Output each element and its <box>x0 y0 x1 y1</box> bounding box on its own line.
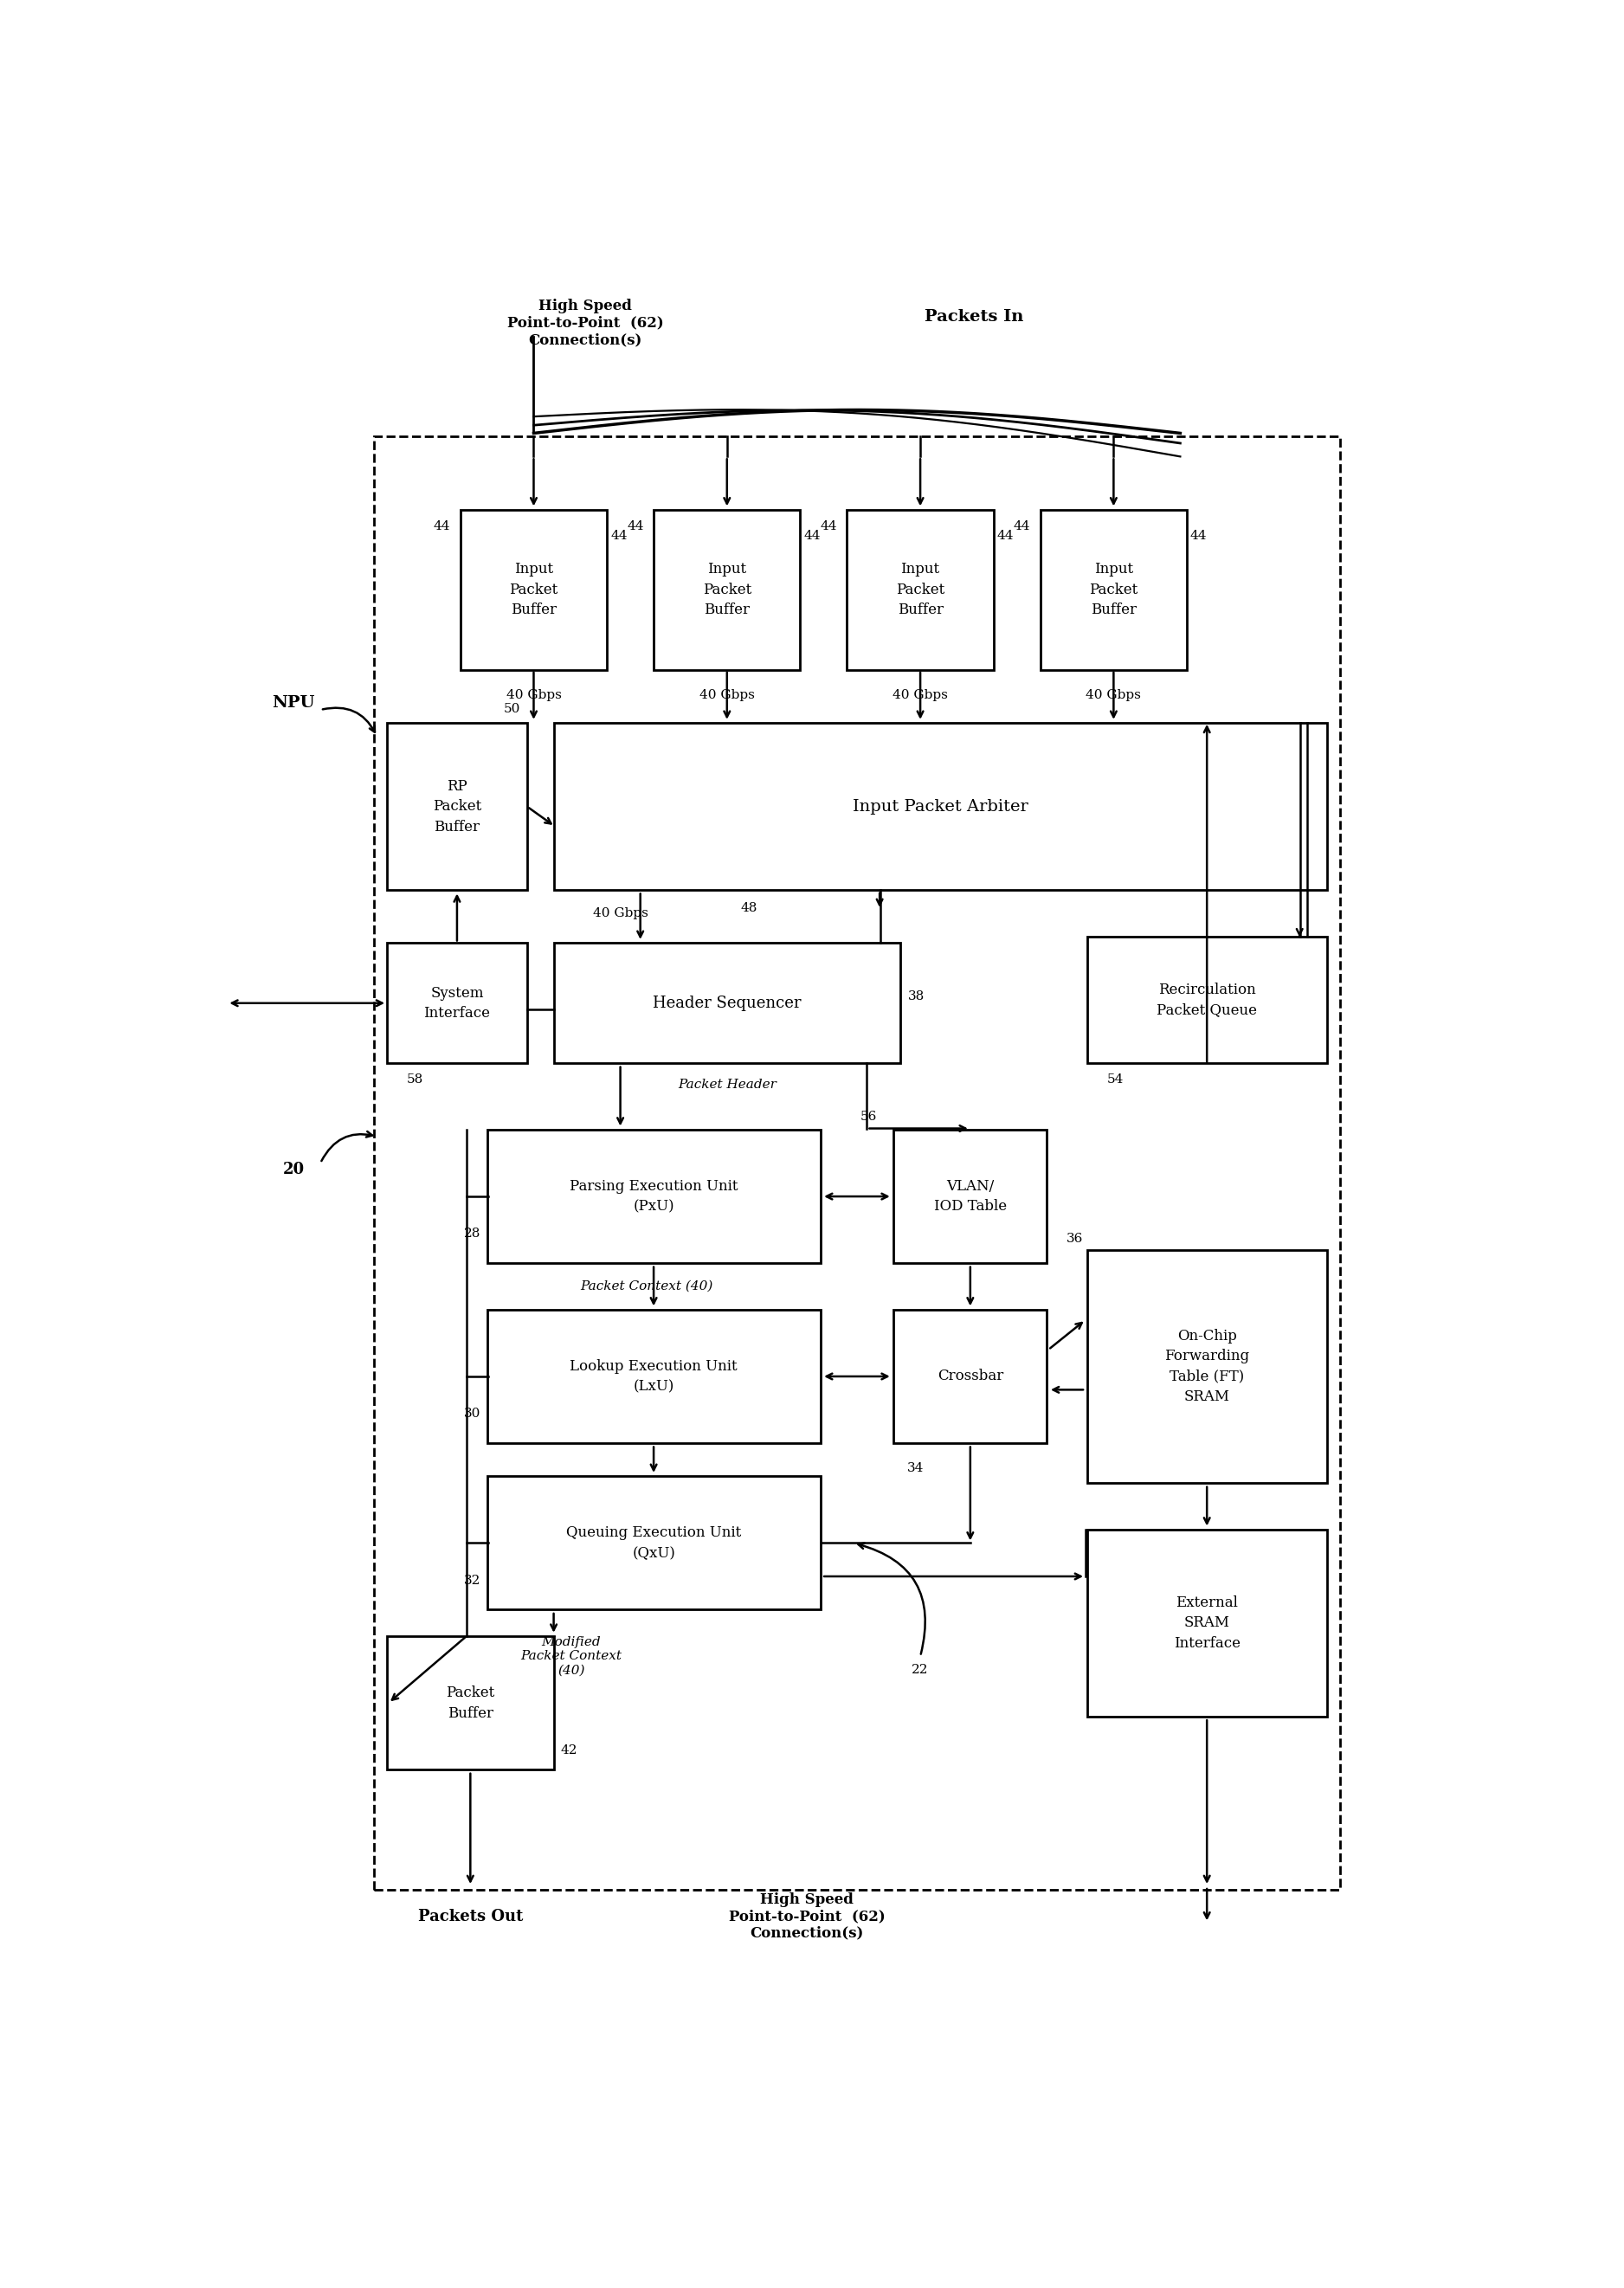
Text: 44: 44 <box>997 531 1013 542</box>
FancyBboxPatch shape <box>1086 1531 1327 1716</box>
FancyBboxPatch shape <box>487 1476 820 1611</box>
Text: VLAN/
IOD Table: VLAN/ IOD Table <box>934 1178 1007 1215</box>
Text: Packets Out: Packets Out <box>417 1908 523 1924</box>
Text: 48: 48 <box>741 901 757 915</box>
Text: Packets In: Packets In <box>924 309 1023 325</box>
FancyBboxPatch shape <box>387 943 528 1064</box>
Text: 44: 44 <box>627 519 643 533</box>
Text: 40 Gbps: 40 Gbps <box>593 906 648 920</box>
Text: Packet Context (40): Packet Context (40) <box>581 1281 713 1293</box>
Text: 58: 58 <box>408 1073 424 1085</box>
Text: Queuing Execution Unit
(QxU): Queuing Execution Unit (QxU) <box>567 1526 741 1560</box>
Text: 30: 30 <box>463 1407 481 1421</box>
FancyBboxPatch shape <box>554 943 900 1064</box>
Text: Input
Packet
Buffer: Input Packet Buffer <box>896 563 945 618</box>
Text: 36: 36 <box>1067 1233 1083 1245</box>
FancyBboxPatch shape <box>460 510 607 670</box>
FancyBboxPatch shape <box>487 1130 820 1263</box>
Text: Crossbar: Crossbar <box>937 1368 1004 1384</box>
Text: 42: 42 <box>560 1743 577 1757</box>
Text: 44: 44 <box>434 519 450 533</box>
Text: Parsing Execution Unit
(PxU): Parsing Execution Unit (PxU) <box>570 1178 737 1215</box>
Text: Recirculation
Packet Queue: Recirculation Packet Queue <box>1156 982 1257 1018</box>
Text: 40 Gbps: 40 Gbps <box>507 689 562 700</box>
Text: 56: 56 <box>861 1112 877 1123</box>
Text: Input
Packet
Buffer: Input Packet Buffer <box>703 563 752 618</box>
Text: 28: 28 <box>463 1229 481 1240</box>
FancyBboxPatch shape <box>387 1636 554 1769</box>
Text: 40 Gbps: 40 Gbps <box>1086 689 1142 700</box>
Text: High Speed
Point-to-Point  (62)
Connection(s): High Speed Point-to-Point (62) Connectio… <box>507 300 664 348</box>
Text: Modified
Packet Context
(40): Modified Packet Context (40) <box>520 1636 622 1677</box>
Text: 38: 38 <box>908 991 926 1002</box>
Text: 44: 44 <box>1013 519 1030 533</box>
Text: 54: 54 <box>1108 1073 1124 1085</box>
Text: Packet
Buffer: Packet Buffer <box>447 1686 495 1721</box>
FancyBboxPatch shape <box>1086 1249 1327 1483</box>
Text: Input
Packet
Buffer: Input Packet Buffer <box>510 563 559 618</box>
Text: 32: 32 <box>463 1574 481 1586</box>
Text: Packet Header: Packet Header <box>677 1078 776 1091</box>
Text: 40 Gbps: 40 Gbps <box>700 689 755 700</box>
Text: 22: 22 <box>911 1663 929 1675</box>
Text: High Speed
Point-to-Point  (62)
Connection(s): High Speed Point-to-Point (62) Connectio… <box>729 1892 885 1940</box>
Text: 44: 44 <box>820 519 836 533</box>
Text: External
SRAM
Interface: External SRAM Interface <box>1174 1595 1241 1650</box>
Text: Input Packet Arbiter: Input Packet Arbiter <box>853 799 1028 815</box>
Text: 44: 44 <box>1190 531 1207 542</box>
FancyBboxPatch shape <box>1086 936 1327 1064</box>
Text: 34: 34 <box>906 1462 924 1473</box>
Text: System
Interface: System Interface <box>424 986 490 1020</box>
Text: 50: 50 <box>503 702 520 716</box>
Text: Header Sequencer: Header Sequencer <box>653 995 801 1011</box>
FancyBboxPatch shape <box>653 510 801 670</box>
Text: Lookup Execution Unit
(LxU): Lookup Execution Unit (LxU) <box>570 1359 737 1393</box>
FancyBboxPatch shape <box>554 723 1327 890</box>
Text: On-Chip
Forwarding
Table (FT)
SRAM: On-Chip Forwarding Table (FT) SRAM <box>1164 1329 1249 1405</box>
FancyBboxPatch shape <box>387 723 528 890</box>
FancyBboxPatch shape <box>848 510 994 670</box>
Text: 40 Gbps: 40 Gbps <box>893 689 948 700</box>
Text: 20: 20 <box>283 1162 305 1178</box>
FancyBboxPatch shape <box>1041 510 1187 670</box>
Text: 44: 44 <box>804 531 820 542</box>
Text: RP
Packet
Buffer: RP Packet Buffer <box>432 778 481 835</box>
Text: Input
Packet
Buffer: Input Packet Buffer <box>1090 563 1138 618</box>
FancyBboxPatch shape <box>893 1309 1047 1444</box>
Text: NPU: NPU <box>273 696 315 712</box>
FancyBboxPatch shape <box>893 1130 1047 1263</box>
Text: 44: 44 <box>611 531 627 542</box>
FancyBboxPatch shape <box>487 1309 820 1444</box>
